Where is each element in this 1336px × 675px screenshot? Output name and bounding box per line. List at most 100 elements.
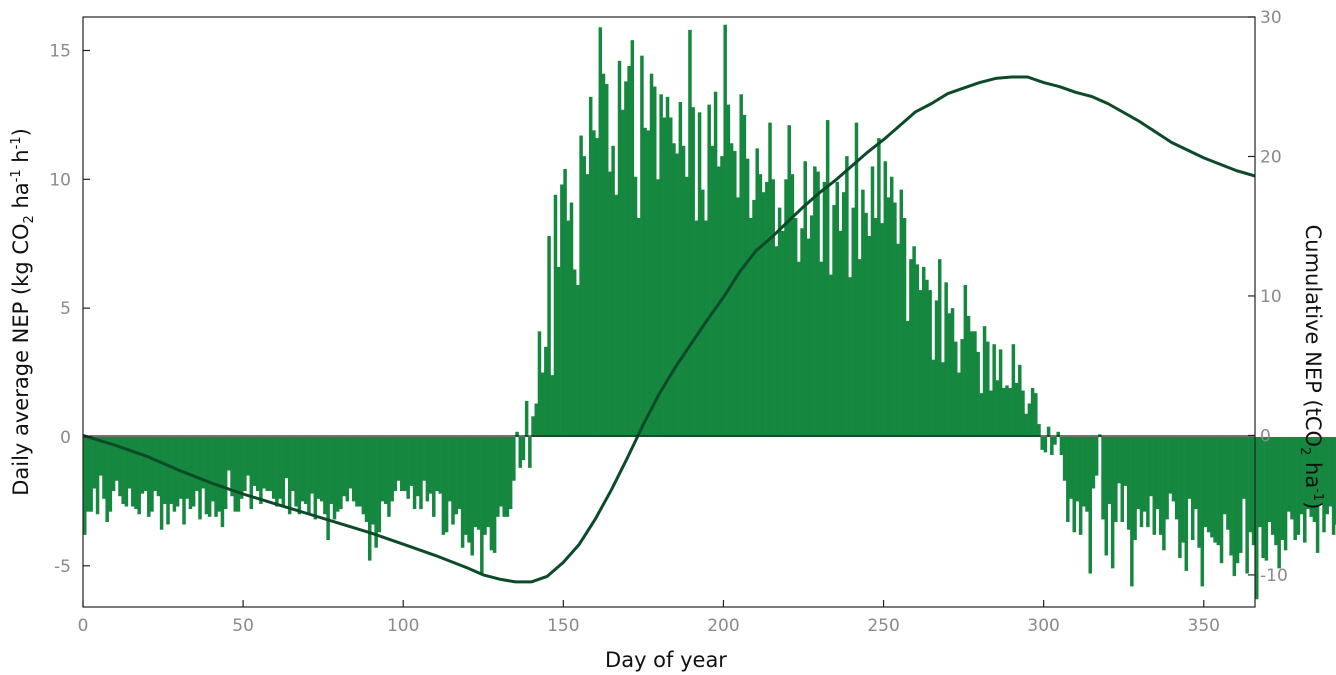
nep-bar [1059, 436, 1064, 455]
nep-bar [973, 331, 977, 437]
nep-bar [963, 284, 968, 437]
nep-bar [166, 436, 170, 525]
nep-bar [979, 393, 984, 437]
nep-bar [1267, 436, 1272, 522]
nep-bar [1152, 436, 1157, 535]
nep-bar [1136, 436, 1141, 510]
nep-bar [797, 261, 801, 437]
nep-bar [886, 197, 891, 437]
nep-bar [278, 436, 282, 499]
nep-bar [1184, 436, 1189, 571]
nep-bar [105, 436, 109, 522]
nep-bar [588, 96, 593, 437]
nep-bar [1319, 436, 1323, 504]
nep-bar [704, 220, 708, 437]
nep-bar [1190, 436, 1195, 541]
nep-bar [537, 331, 542, 437]
nep-bar [473, 436, 478, 528]
nep-bar [1139, 436, 1144, 528]
nep-bar [816, 171, 820, 437]
nep-bar [784, 179, 788, 437]
nep-bar [83, 436, 87, 535]
nep-bar [889, 176, 894, 437]
nep-bar [1008, 388, 1012, 437]
nep-bar [403, 436, 407, 492]
nep-bar [1091, 436, 1096, 489]
y-tick-label: 0 [60, 428, 71, 448]
nep-bar [1110, 436, 1115, 569]
nep-bar [1264, 436, 1269, 561]
nep-bar [1149, 436, 1153, 497]
nep-bar [92, 436, 97, 489]
nep-bar [659, 94, 663, 437]
nep-bar [1120, 436, 1125, 522]
nep-bar [1309, 436, 1313, 517]
nep-bar [1251, 436, 1256, 546]
nep-bar [172, 436, 177, 512]
nep-bar [1283, 436, 1288, 551]
nep-bar [409, 436, 414, 486]
nep-bar [207, 436, 212, 517]
nep-bar [620, 109, 625, 437]
nep-bar [1114, 436, 1118, 522]
nep-bar [1123, 436, 1128, 486]
nep-bar [147, 436, 151, 517]
nep-bar [633, 176, 638, 437]
nep-bar [332, 436, 337, 520]
nep-bar [230, 436, 234, 497]
nep-bar [243, 436, 247, 492]
nep-bar [428, 436, 433, 494]
nep-bar [480, 436, 484, 574]
nep-bar [544, 346, 548, 437]
nep-bar [268, 436, 273, 492]
nep-bar [944, 282, 948, 437]
nep-bar [281, 436, 286, 507]
nep-bar [89, 436, 93, 512]
nep-bar [752, 199, 756, 437]
y-tick-label: 15 [49, 41, 71, 61]
nep-bar [512, 436, 516, 481]
nep-bar [838, 230, 843, 437]
nep-bar [937, 259, 942, 437]
nep-bar [451, 436, 455, 525]
nep-bar [694, 220, 699, 437]
nep-bar [918, 290, 923, 437]
nep-bar [367, 436, 372, 561]
nep-bar [1322, 436, 1326, 533]
nep-bar [1293, 436, 1297, 541]
nep-bar [131, 436, 135, 507]
nep-bar [793, 217, 798, 437]
nep-bar [1306, 436, 1310, 510]
nep-bar [829, 274, 833, 437]
nep-bar [675, 153, 679, 437]
nep-bar [1088, 436, 1092, 574]
nep-bar [749, 217, 753, 437]
nep-bar [947, 313, 952, 437]
nep-bar [553, 194, 558, 437]
nep-bar [672, 143, 676, 437]
nep-bar [957, 372, 961, 437]
nep-bar [297, 436, 302, 515]
nep-bar [358, 436, 362, 507]
nep-bar [457, 436, 462, 510]
y2-tick-label: 30 [1260, 8, 1282, 28]
nep-bar [1014, 382, 1019, 437]
nep-bar [627, 65, 631, 437]
nep-bar [99, 436, 103, 476]
nep-bar [406, 436, 410, 499]
nep-bar [361, 436, 366, 515]
nep-bar [1107, 436, 1112, 504]
nep-bar [265, 436, 270, 492]
nep-bar [556, 266, 561, 437]
nep-bar [560, 184, 564, 437]
nep-bar [534, 403, 539, 437]
x-axis-ticks: 0 50 100 150 200 250 300 350 [78, 600, 1220, 636]
nep-bar [95, 436, 100, 515]
nep-bar [803, 161, 807, 437]
nep-bar [1050, 436, 1054, 455]
nep-bar [966, 315, 971, 437]
nep-bar [1117, 436, 1121, 484]
nep-bar [701, 189, 705, 437]
nep-bar [566, 220, 571, 437]
nep-bar [745, 158, 750, 437]
